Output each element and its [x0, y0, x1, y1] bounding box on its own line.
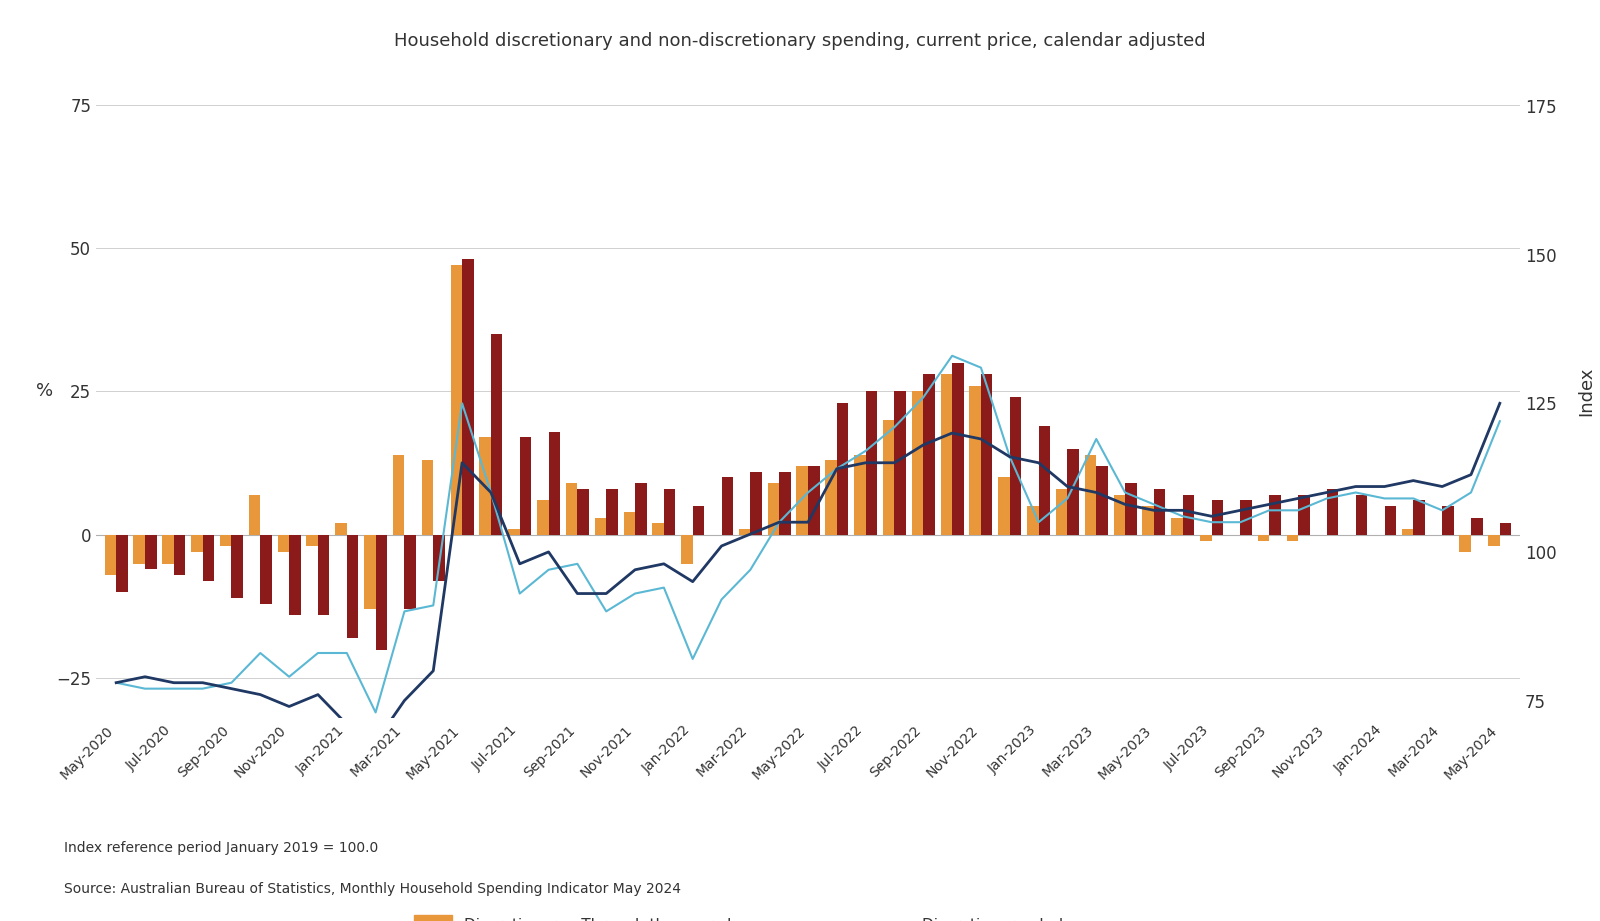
Bar [538, 500, 549, 535]
Bar [566, 484, 578, 535]
Bar [578, 489, 589, 535]
Bar [797, 466, 808, 535]
Bar [1171, 518, 1182, 535]
Bar [549, 432, 560, 535]
Text: Household discretionary and non-discretionary spending, current price, calendar : Household discretionary and non-discreti… [394, 32, 1206, 51]
Bar [1200, 535, 1211, 541]
Bar [1154, 489, 1165, 535]
Bar [1114, 495, 1125, 535]
Bar [722, 477, 733, 535]
Bar [606, 489, 618, 535]
Bar [1211, 500, 1222, 535]
Bar [261, 535, 272, 603]
Bar [520, 437, 531, 535]
Bar [203, 535, 214, 581]
Bar [1488, 535, 1499, 546]
Bar [509, 529, 520, 535]
Bar [854, 455, 866, 535]
Bar [1010, 397, 1021, 535]
Bar [866, 391, 877, 535]
Bar [1085, 455, 1096, 535]
Bar [883, 420, 894, 535]
Bar [248, 495, 261, 535]
Bar [1355, 495, 1368, 535]
Bar [624, 512, 635, 535]
Bar [981, 374, 992, 535]
Bar [451, 265, 462, 535]
Bar [376, 535, 387, 649]
Bar [1402, 529, 1413, 535]
Bar [1258, 535, 1269, 541]
Bar [162, 535, 174, 564]
Bar [1499, 523, 1512, 535]
Bar [491, 334, 502, 535]
Bar [1298, 495, 1309, 535]
Bar [1286, 535, 1298, 541]
Bar [365, 535, 376, 610]
Bar [664, 489, 675, 535]
Bar [480, 437, 491, 535]
Bar [422, 460, 434, 535]
Bar [739, 529, 750, 535]
Bar [595, 518, 606, 535]
Bar [894, 391, 906, 535]
Bar [635, 484, 646, 535]
Bar [336, 523, 347, 535]
Y-axis label: Index: Index [1578, 367, 1595, 416]
Bar [1038, 426, 1050, 535]
Bar [347, 535, 358, 638]
Bar [779, 472, 790, 535]
Bar [219, 535, 232, 546]
Bar [1413, 500, 1426, 535]
Bar [1442, 507, 1454, 535]
Bar [952, 363, 963, 535]
Bar [998, 477, 1010, 535]
Bar [232, 535, 243, 598]
Bar [1269, 495, 1280, 535]
Bar [174, 535, 186, 575]
Bar [405, 535, 416, 610]
Bar [970, 386, 981, 535]
Bar [1027, 507, 1038, 535]
Bar [1470, 518, 1483, 535]
Bar [278, 535, 290, 552]
Bar [1096, 466, 1107, 535]
Bar [1056, 489, 1067, 535]
Bar [923, 374, 934, 535]
Bar [1240, 500, 1251, 535]
Bar [133, 535, 146, 564]
Bar [1182, 495, 1194, 535]
Bar [682, 535, 693, 564]
Bar [912, 391, 923, 535]
Bar [104, 535, 117, 575]
Bar [146, 535, 157, 569]
Bar [290, 535, 301, 615]
Legend: Discretionary - Through the year change, Non Discretionary - Through the year ch: Discretionary - Through the year change,… [408, 909, 1123, 921]
Bar [1142, 507, 1154, 535]
Bar [462, 260, 474, 535]
Bar [307, 535, 318, 546]
Y-axis label: %: % [37, 382, 53, 401]
Bar [190, 535, 203, 552]
Bar [1384, 507, 1397, 535]
Bar [750, 472, 762, 535]
Bar [117, 535, 128, 592]
Bar [808, 466, 819, 535]
Bar [1067, 449, 1078, 535]
Bar [837, 402, 848, 535]
Bar [1459, 535, 1470, 552]
Bar [434, 535, 445, 581]
Bar [653, 523, 664, 535]
Bar [768, 484, 779, 535]
Bar [394, 455, 405, 535]
Bar [826, 460, 837, 535]
Bar [318, 535, 330, 615]
Text: Source: Australian Bureau of Statistics, Monthly Household Spending Indicator Ma: Source: Australian Bureau of Statistics,… [64, 882, 682, 896]
Bar [1125, 484, 1136, 535]
Bar [693, 507, 704, 535]
Bar [1326, 489, 1338, 535]
Bar [941, 374, 952, 535]
Text: Index reference period January 2019 = 100.0: Index reference period January 2019 = 10… [64, 841, 378, 855]
